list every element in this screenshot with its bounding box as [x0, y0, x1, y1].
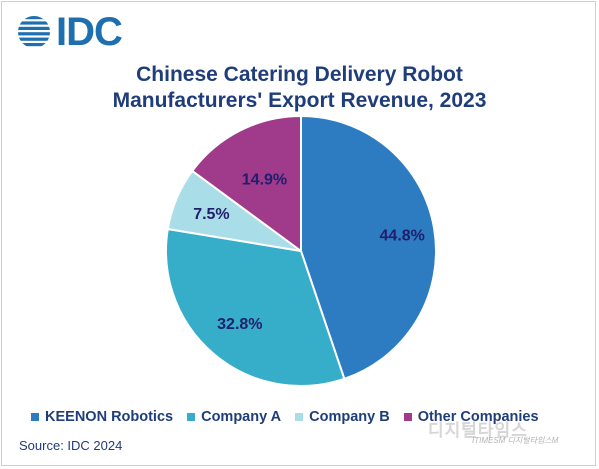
legend-label: KEENON Robotics — [45, 409, 174, 425]
legend-item-other-companies: Other Companies — [403, 409, 539, 425]
chart-title-line-1: Chinese Catering Delivery Robot — [136, 63, 463, 86]
legend-item-company-b: Company B — [295, 409, 390, 425]
legend-swatch — [403, 413, 412, 421]
pie-slice-company-a — [165, 227, 346, 387]
legend-swatch — [295, 413, 304, 421]
data-label-company-b: 7.5% — [193, 206, 229, 223]
pie-slice-keenon-robotics — [300, 114, 437, 381]
legend-item-keenon-robotics: KEENON Robotics — [31, 409, 173, 425]
globe-stripes-icon — [18, 16, 50, 47]
legend-swatch — [187, 413, 196, 421]
legend-label: Company A — [201, 409, 282, 425]
pie-slice-other-companies — [190, 114, 302, 253]
legend-label: Company B — [309, 409, 390, 425]
logo-text: IDC — [56, 10, 123, 54]
data-label-keenon-robotics: 44.8% — [380, 227, 425, 244]
chart-legend: KEENON Robotics Company A Company B Other C… — [31, 409, 553, 425]
data-label-other-companies: 14.9% — [242, 172, 287, 189]
legend-item-company-a: Company A — [187, 409, 281, 425]
source-note: Source: IDC 2024 — [19, 438, 123, 453]
data-label-company-a: 32.8% — [217, 316, 262, 333]
watermark-sub: ITIMESM 디지털타임스M — [472, 436, 559, 445]
legend-label: Other Companies — [417, 409, 539, 425]
chart-title-line-2: Manufacturers' Export Revenue, 2023 — [112, 89, 487, 112]
idc-logo: IDC — [16, 10, 123, 54]
watermark: 디지털타임스 — [428, 421, 528, 440]
legend-swatch — [31, 413, 39, 421]
